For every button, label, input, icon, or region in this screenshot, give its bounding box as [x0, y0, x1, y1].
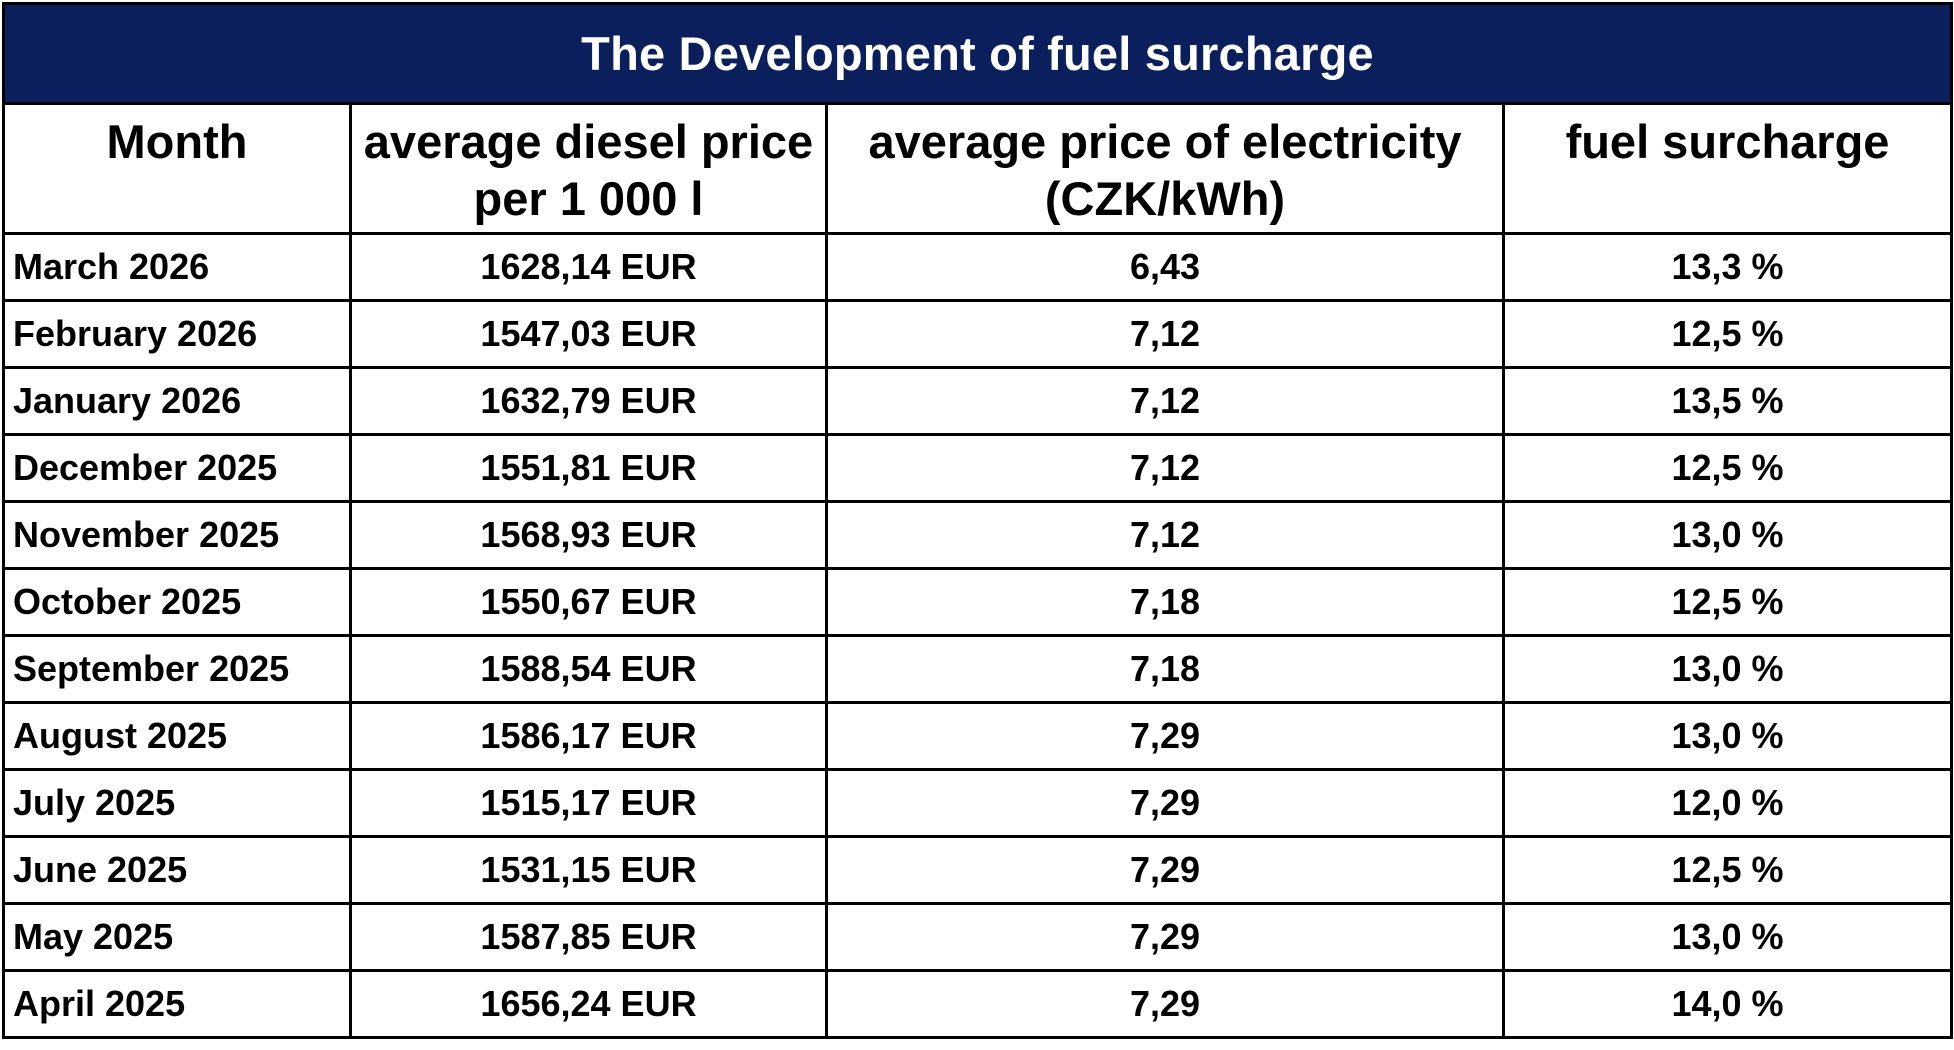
cell-electricity-price: 7,18: [825, 567, 1505, 637]
cell-fuel-surcharge: 13,5 %: [1501, 366, 1954, 436]
cell-fuel-surcharge: 12,5 %: [1501, 567, 1954, 637]
cell-fuel-surcharge: 14,0 %: [1501, 969, 1954, 1039]
cell-diesel-price: 1568,93 EUR: [349, 500, 828, 570]
cell-electricity-price: 7,12: [825, 433, 1505, 503]
cell-electricity-price: 6,43: [825, 232, 1505, 302]
column-header-month-label: Month: [106, 115, 248, 168]
column-header-electricity-line1: average price of electricity: [868, 115, 1462, 168]
cell-fuel-surcharge: 12,5 %: [1501, 835, 1954, 905]
cell-month: July 2025: [2, 768, 352, 838]
cell-month: October 2025: [2, 567, 352, 637]
cell-electricity-price: 7,29: [825, 835, 1505, 905]
cell-diesel-price: 1551,81 EUR: [349, 433, 828, 503]
cell-electricity-price: 7,18: [825, 634, 1505, 704]
table-row: June 2025 1531,15 EUR 7,29 12,5 %: [2, 835, 1954, 905]
cell-diesel-price: 1531,15 EUR: [349, 835, 828, 905]
header-row: Month average diesel price per 1 000 l a…: [2, 102, 1954, 235]
table-row: July 2025 1515,17 EUR 7,29 12,0 %: [2, 768, 1954, 838]
cell-diesel-price: 1586,17 EUR: [349, 701, 828, 771]
cell-month: September 2025: [2, 634, 352, 704]
column-header-diesel-line1: average diesel price: [363, 115, 814, 168]
table-title: The Development of fuel surcharge: [1, 2, 1954, 105]
cell-fuel-surcharge: 13,3 %: [1501, 232, 1954, 302]
cell-electricity-price: 7,12: [825, 299, 1505, 369]
cell-diesel-price: 1588,54 EUR: [349, 634, 828, 704]
cell-diesel-price: 1547,03 EUR: [349, 299, 828, 369]
cell-electricity-price: 7,29: [825, 902, 1505, 972]
table-row: August 2025 1586,17 EUR 7,29 13,0 %: [2, 701, 1954, 771]
table-row: January 2026 1632,79 EUR 7,12 13,5 %: [2, 366, 1954, 436]
cell-month: December 2025: [2, 433, 352, 503]
cell-electricity-price: 7,29: [825, 969, 1505, 1039]
table-row: May 2025 1587,85 EUR 7,29 13,0 %: [2, 902, 1954, 972]
cell-month: January 2026: [2, 366, 352, 436]
cell-fuel-surcharge: 12,0 %: [1501, 768, 1954, 838]
cell-month: May 2025: [2, 902, 352, 972]
table-row: April 2025 1656,24 EUR 7,29 14,0 %: [2, 969, 1954, 1039]
table-row: December 2025 1551,81 EUR 7,12 12,5 %: [2, 433, 1954, 503]
cell-electricity-price: 7,12: [825, 500, 1505, 570]
table-row: March 2026 1628,14 EUR 6,43 13,3 %: [2, 232, 1954, 302]
cell-diesel-price: 1587,85 EUR: [349, 902, 828, 972]
column-header-surcharge: fuel surcharge: [1501, 102, 1954, 235]
cell-month: August 2025: [2, 701, 352, 771]
cell-electricity-price: 7,29: [825, 701, 1505, 771]
cell-month: April 2025: [2, 969, 352, 1039]
cell-electricity-price: 7,12: [825, 366, 1505, 436]
cell-month: February 2026: [2, 299, 352, 369]
cell-month: June 2025: [2, 835, 352, 905]
cell-diesel-price: 1515,17 EUR: [349, 768, 828, 838]
table-row: September 2025 1588,54 EUR 7,18 13,0 %: [2, 634, 1954, 704]
table-row: February 2026 1547,03 EUR 7,12 12,5 %: [2, 299, 1954, 369]
cell-diesel-price: 1550,67 EUR: [349, 567, 828, 637]
cell-month: March 2026: [2, 232, 352, 302]
cell-fuel-surcharge: 12,5 %: [1501, 299, 1954, 369]
column-header-diesel: average diesel price per 1 000 l: [349, 102, 828, 235]
table-row: October 2025 1550,67 EUR 7,18 12,5 %: [2, 567, 1954, 637]
title-row: The Development of fuel surcharge: [1, 2, 1954, 105]
cell-diesel-price: 1628,14 EUR: [349, 232, 828, 302]
column-header-electricity-line2: (CZK/kWh): [1044, 172, 1286, 225]
column-header-diesel-line2: per 1 000 l: [473, 172, 704, 225]
column-header-month: Month: [2, 102, 352, 235]
cell-fuel-surcharge: 13,0 %: [1501, 701, 1954, 771]
cell-fuel-surcharge: 13,0 %: [1501, 634, 1954, 704]
cell-fuel-surcharge: 13,0 %: [1501, 902, 1954, 972]
column-header-surcharge-label: fuel surcharge: [1565, 115, 1890, 168]
cell-electricity-price: 7,29: [825, 768, 1505, 838]
cell-month: November 2025: [2, 500, 352, 570]
cell-fuel-surcharge: 12,5 %: [1501, 433, 1954, 503]
table-row: November 2025 1568,93 EUR 7,12 13,0 %: [2, 500, 1954, 570]
cell-diesel-price: 1656,24 EUR: [349, 969, 828, 1039]
column-header-electricity: average price of electricity (CZK/kWh): [825, 102, 1505, 235]
cell-fuel-surcharge: 13,0 %: [1501, 500, 1954, 570]
cell-diesel-price: 1632,79 EUR: [349, 366, 828, 436]
